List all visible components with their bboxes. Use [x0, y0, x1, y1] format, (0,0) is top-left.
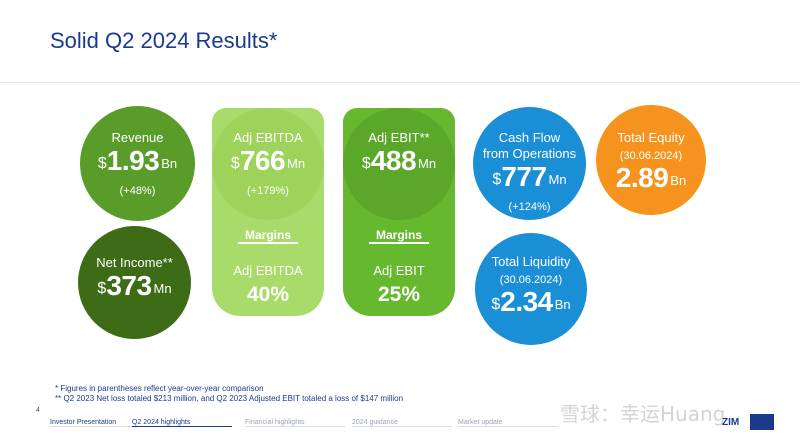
cash-flow-label-2: from Operations	[482, 146, 577, 161]
total-liquidity-value: $2.34 Bn	[491, 286, 571, 317]
cash-flow-circle: Cash Flow from Operations $777 Mn (+124%)	[473, 107, 586, 220]
nav-2024-guidance[interactable]: 2024 guidance	[352, 416, 452, 427]
title-divider	[0, 82, 800, 83]
adj-ebit-margin-label: Adj EBIT	[373, 263, 425, 278]
nav-market-update[interactable]: Market update	[458, 416, 558, 427]
adj-ebit-margin-value: 25%	[377, 283, 421, 306]
nav-q2-highlights[interactable]: Q2 2024 highlights	[132, 416, 232, 427]
page-number: 4	[36, 407, 40, 414]
adj-ebit-circle: Adj EBIT** $488 Mn	[343, 108, 455, 220]
adj-ebitda-label: Adj EBITDA	[233, 130, 303, 145]
net-income-circle: Net Income** $373 Mn	[78, 226, 191, 339]
adj-ebitda-margin-label: Adj EBITDA	[233, 263, 303, 278]
watermark: 雪球：幸运Huang	[560, 402, 726, 426]
total-equity-circle: Total Equity (30.06.2024) 2.89 Bn	[596, 105, 706, 215]
logo-text: ZIM	[722, 417, 740, 428]
footnote-1: * Figures in parentheses reflect year-ov…	[55, 384, 264, 393]
logo-mark-icon	[750, 414, 774, 430]
total-liquidity-label: Total Liquidity	[491, 254, 571, 269]
cash-flow-value: $777 Mn	[492, 161, 567, 192]
revenue-value: $1.93 Bn	[97, 145, 178, 176]
adj-ebitda-circle: Adj EBITDA $766 Mn (+179%)	[212, 108, 324, 220]
adj-ebit-value: $488 Mn	[361, 145, 437, 176]
footnotes: * Figures in parentheses reflect year-ov…	[55, 384, 403, 404]
nav-financial-highlights[interactable]: Financial highlights	[245, 416, 345, 427]
net-income-value: $373 Mn	[97, 270, 172, 301]
adj-ebitda-margin-value: 40%	[246, 283, 290, 306]
adj-ebit-label: Adj EBIT**	[368, 130, 430, 145]
total-equity-value: 2.89 Bn	[615, 162, 687, 193]
nav-investor-presentation[interactable]: Investor Presentation	[50, 416, 150, 427]
footnote-2: ** Q2 2023 Net loss totaled $213 million…	[55, 394, 404, 403]
total-liquidity-circle: Total Liquidity (30.06.2024) $2.34 Bn	[475, 233, 587, 345]
total-equity-label: Total Equity	[617, 130, 685, 145]
adj-ebitda-margins-title: Margins	[238, 229, 298, 244]
total-liquidity-date: (30.06.2024)	[499, 274, 563, 286]
net-income-label: Net Income**	[96, 255, 173, 270]
cash-flow-label-1: Cash Flow	[498, 130, 561, 145]
revenue-circle: Revenue $1.93 Bn (+48%)	[80, 106, 195, 221]
revenue-change: (+48%)	[119, 185, 156, 197]
page-title: Solid Q2 2024 Results*	[50, 28, 278, 53]
adj-ebitda-value: $766 Mn	[230, 145, 306, 176]
section-nav: Investor Presentation Q2 2024 highlights…	[50, 416, 610, 430]
cash-flow-change: (+124%)	[508, 201, 551, 213]
adj-ebit-margins-title: Margins	[369, 229, 429, 244]
revenue-label: Revenue	[111, 130, 164, 145]
zim-logo: ZIM	[720, 414, 780, 432]
total-equity-date: (30.06.2024)	[619, 150, 683, 162]
adj-ebitda-change: (+179%)	[247, 185, 289, 197]
